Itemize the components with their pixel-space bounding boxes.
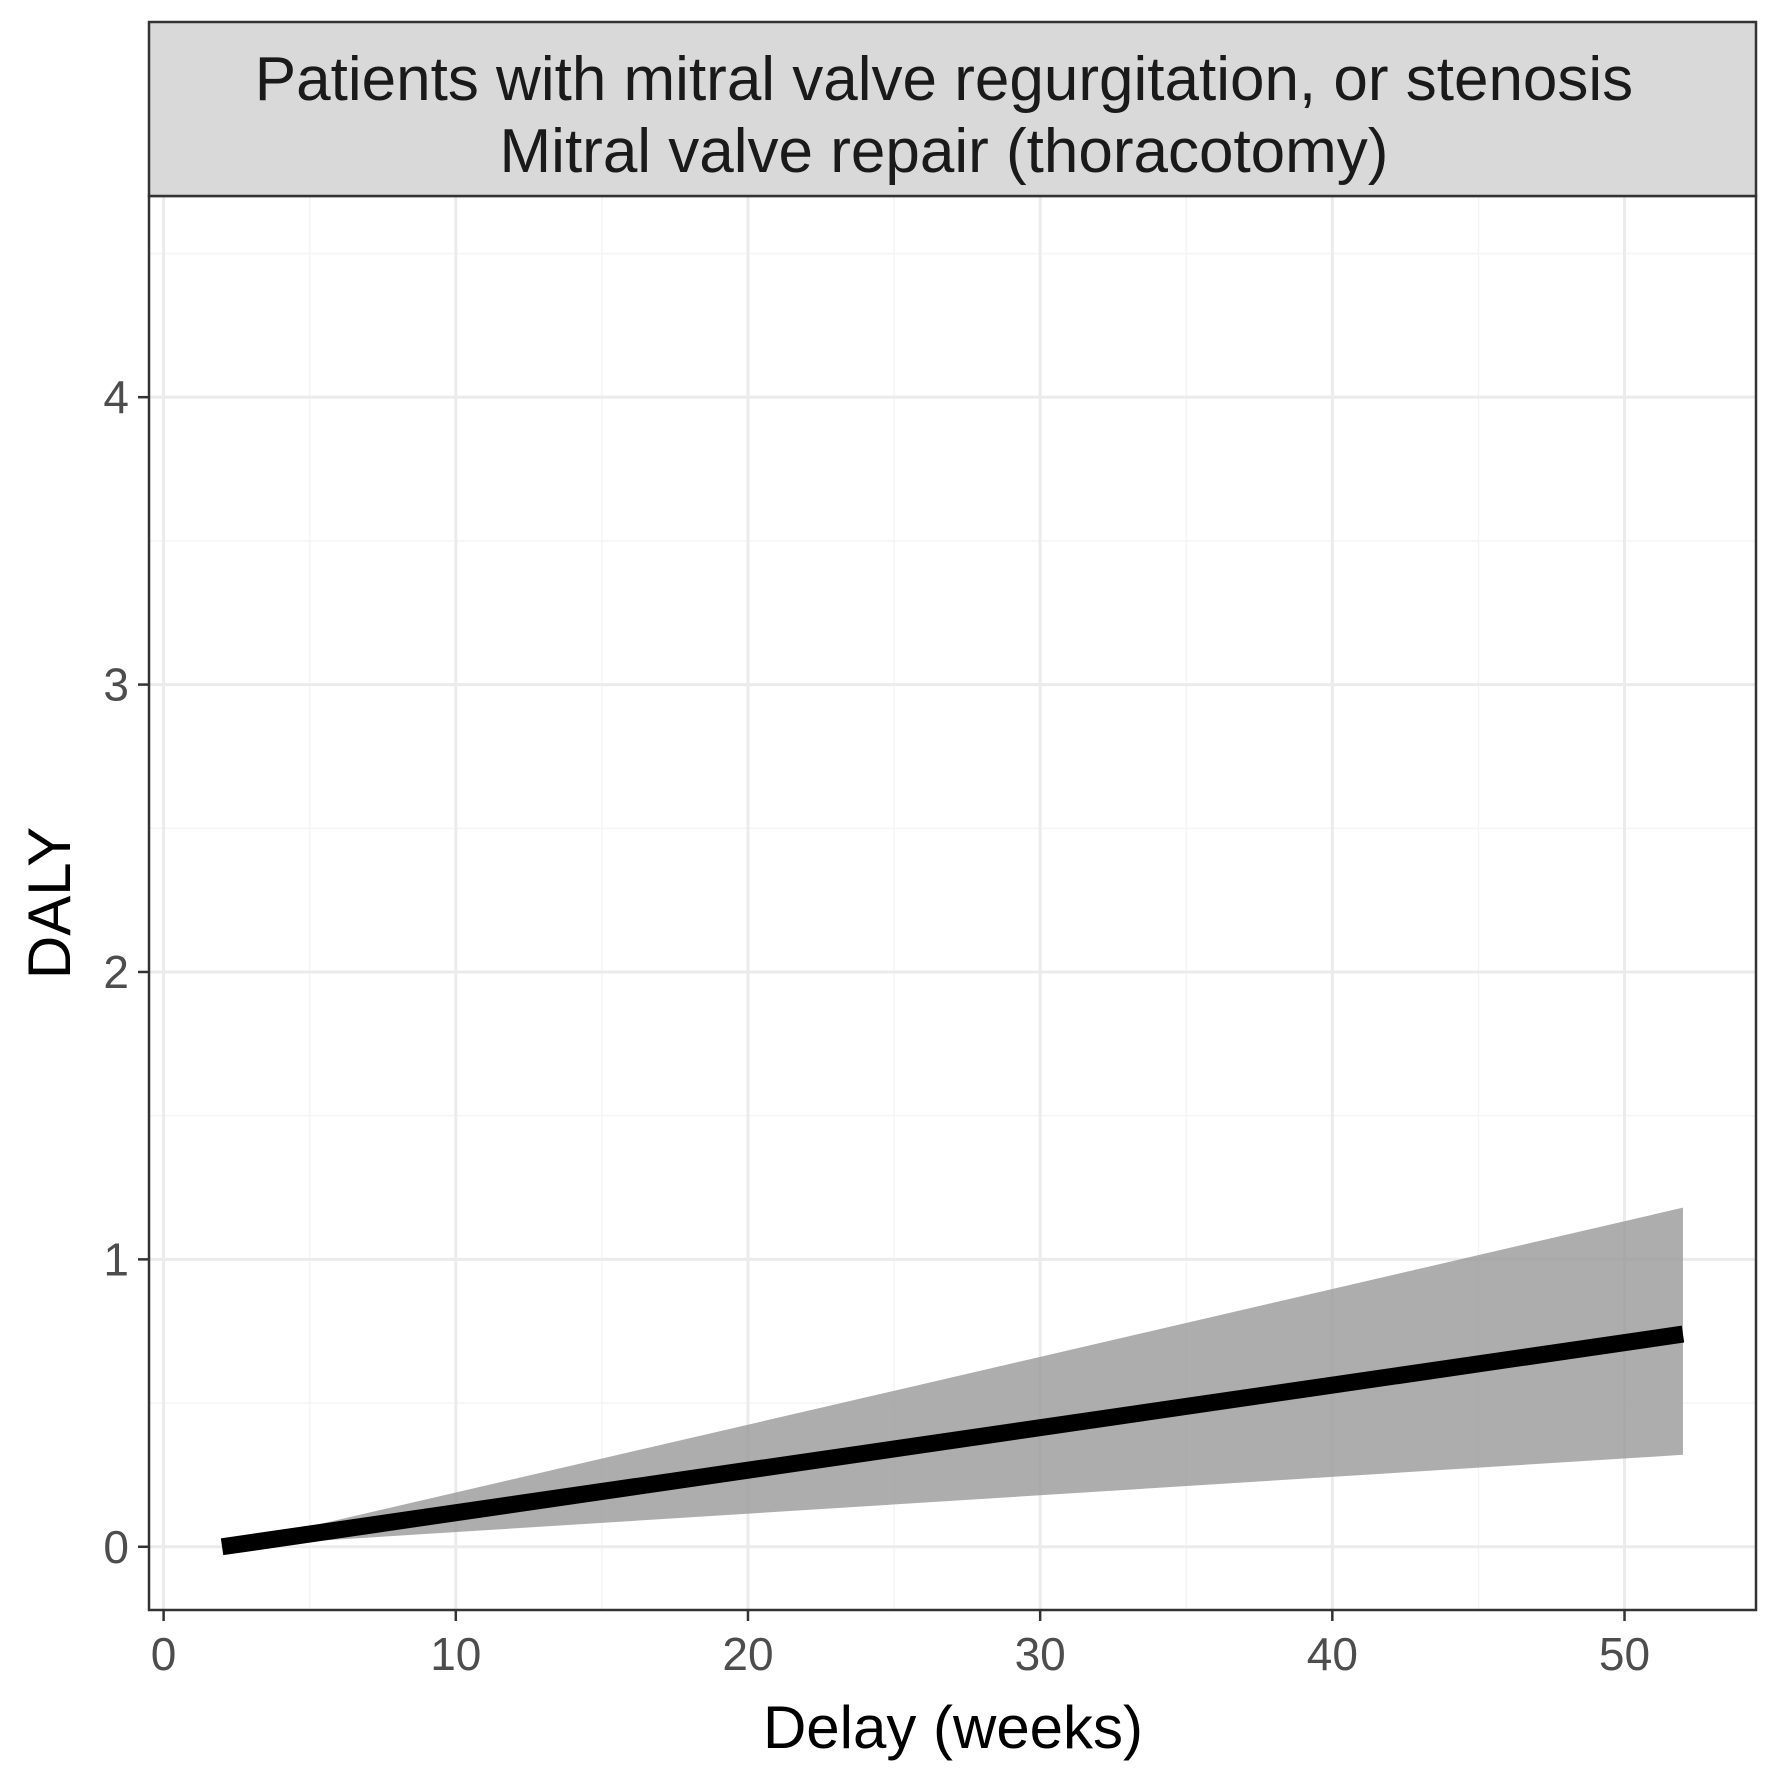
x-tick-label: 30 xyxy=(1015,1628,1066,1680)
facet-strip xyxy=(147,20,1758,198)
x-tick-label: 40 xyxy=(1307,1628,1358,1680)
x-tick-label: 20 xyxy=(722,1628,773,1680)
y-axis: 0 1 2 3 4 xyxy=(103,371,149,1573)
facet-title-line-1: Patients with mitral valve regurgitation… xyxy=(255,45,1633,114)
x-tick-label: 50 xyxy=(1599,1628,1650,1680)
ribbon-layer xyxy=(222,1207,1683,1547)
line-layer xyxy=(220,1325,1685,1556)
x-axis-title: Delay (weeks) xyxy=(763,1694,1143,1761)
series-line xyxy=(220,1325,1685,1556)
y-tick-label: 2 xyxy=(103,946,129,998)
y-tick-label: 3 xyxy=(103,659,129,711)
x-tick-label: 10 xyxy=(430,1628,481,1680)
y-axis-title: DALY xyxy=(16,827,83,979)
confidence-ribbon xyxy=(222,1207,1683,1547)
facet-title-line-2: Mitral valve repair (thoracotomy) xyxy=(500,117,1389,186)
y-tick-label: 4 xyxy=(103,371,129,423)
y-tick-label: 0 xyxy=(103,1521,129,1573)
y-tick-label: 1 xyxy=(103,1233,129,1285)
grid-major xyxy=(149,196,1756,1610)
x-axis: 0 10 20 30 40 50 xyxy=(151,1610,1650,1680)
x-tick-label: 0 xyxy=(151,1628,177,1680)
